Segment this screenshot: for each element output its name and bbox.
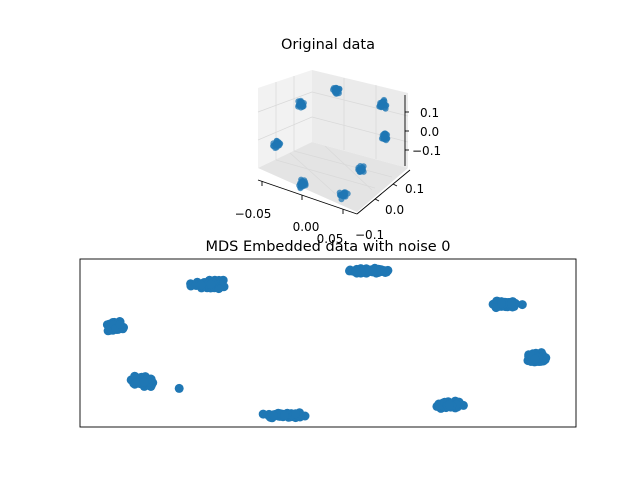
y-tick-label: −0.1 — [355, 228, 384, 242]
x-tick-label: 0.05 — [317, 232, 344, 246]
scatter-point — [174, 383, 184, 393]
chart-3d-title: Original data — [281, 37, 375, 53]
scatter-point — [299, 103, 306, 109]
scatter-point — [333, 87, 340, 94]
scatter-point — [342, 189, 349, 196]
scatter-point — [380, 133, 387, 140]
tick-marks-3d — [261, 111, 409, 214]
scatter-point — [380, 266, 390, 276]
x-tick-label: −0.05 — [235, 207, 272, 221]
scatter-point — [291, 409, 300, 419]
scatter-point — [351, 266, 361, 276]
chart-3d: Original data — [235, 37, 442, 246]
y-axis-line — [356, 169, 411, 215]
scatter-point — [115, 320, 125, 329]
chart-mds-points — [102, 263, 551, 423]
z-tick-label: −0.1 — [412, 144, 441, 158]
scatter-point — [131, 378, 141, 387]
scatter-point — [337, 192, 344, 199]
chart-mds-title: MDS Embedded data with noise 0 — [205, 239, 450, 255]
scatter-point — [268, 410, 278, 420]
scatter-point — [530, 354, 540, 364]
y-tick-label: 0.1 — [405, 182, 424, 196]
scatter-point — [506, 299, 516, 309]
chart-3d-points — [270, 84, 391, 203]
scatter-point — [298, 183, 305, 190]
scatter-point — [541, 353, 551, 363]
scatter-point — [275, 141, 282, 147]
y-tick-label: 0.0 — [385, 203, 404, 217]
x-tick-label: 0.00 — [293, 220, 320, 234]
chart-mds-frame — [79, 258, 577, 428]
scatter-point — [368, 267, 378, 277]
scatter-point — [280, 410, 289, 420]
scatter-point — [258, 409, 268, 419]
pane-floor — [258, 142, 408, 212]
scatter-point — [272, 145, 279, 151]
z-tick-label: 0.0 — [420, 125, 439, 139]
scatter-point — [206, 279, 216, 289]
z-tick-label: 0.1 — [420, 106, 439, 120]
scatter-point — [444, 400, 454, 410]
scatter-point — [357, 163, 364, 169]
scatter-point — [497, 299, 506, 309]
scatter-point — [139, 377, 149, 387]
chart-mds: MDS Embedded data with noise 0 — [79, 239, 577, 428]
scatter-point — [378, 104, 385, 111]
scatter-point — [517, 300, 527, 310]
x-axis-line — [257, 179, 358, 215]
scatter-point — [196, 280, 206, 290]
